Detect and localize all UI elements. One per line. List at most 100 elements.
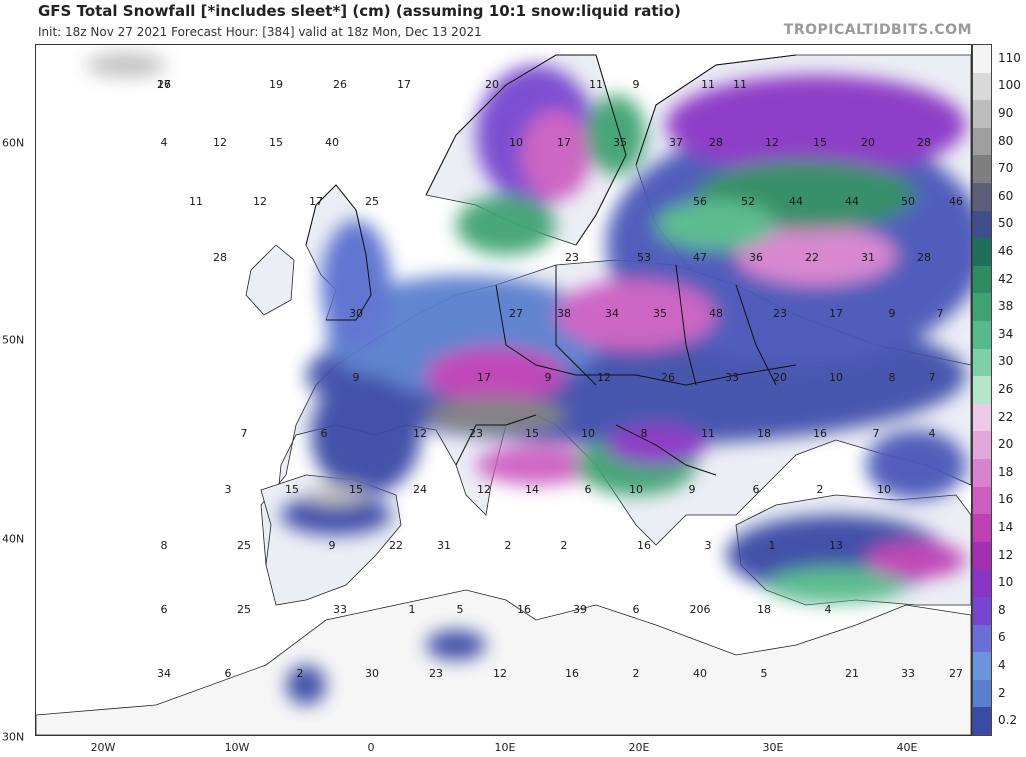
snowfall-value-label: 11 bbox=[733, 78, 747, 91]
brand-watermark: TROPICALTIDBITS.COM bbox=[783, 22, 972, 38]
colorbar-swatch bbox=[973, 348, 991, 377]
snowfall-value-label: 19 bbox=[269, 78, 283, 91]
snowfall-value-label: 15 bbox=[525, 427, 539, 440]
snowfall-value-label: 33 bbox=[901, 667, 915, 680]
snowfall-value-label: 47 bbox=[693, 251, 707, 264]
snowfall-value-label: 16 bbox=[813, 427, 827, 440]
x-tick: 20E bbox=[628, 741, 650, 754]
y-tick: 40N bbox=[2, 532, 25, 546]
colorbar-swatch bbox=[973, 183, 991, 212]
snowfall-shading bbox=[86, 53, 971, 705]
snowfall-value-label: 11 bbox=[701, 78, 715, 91]
snowfall-value-label: 33 bbox=[725, 371, 739, 384]
colorbar-label: 30 bbox=[998, 354, 1014, 369]
colorbar-swatch bbox=[973, 321, 991, 350]
snowfall-value-label: 9 bbox=[689, 483, 696, 496]
x-tick: 40E bbox=[896, 741, 918, 754]
snowfall-value-label: 12 bbox=[253, 195, 267, 208]
colorbar-label: 4 bbox=[998, 658, 1006, 672]
snowfall-value-label: 9 bbox=[545, 371, 552, 384]
snowfall-value-label: 3 bbox=[225, 483, 232, 496]
snowfall-value-label: 28 bbox=[917, 251, 931, 264]
snowfall-value-label: 33 bbox=[333, 603, 347, 616]
colorbar-label: 60 bbox=[998, 188, 1014, 203]
colorbar-swatch bbox=[973, 541, 991, 570]
snowfall-value-label: 9 bbox=[633, 78, 640, 91]
snowfall-value-label: 35 bbox=[653, 307, 667, 320]
x-tick: 10E bbox=[494, 741, 516, 754]
snowfall-value-label: 5 bbox=[457, 603, 464, 616]
snowfall-value-label: 206 bbox=[690, 603, 711, 616]
snowfall-value-label: 16 bbox=[637, 539, 651, 552]
snowfall-value-label: 23 bbox=[565, 251, 579, 264]
colorbar-label: 90 bbox=[998, 106, 1014, 120]
snowfall-value-label: 14 bbox=[525, 483, 539, 496]
snowfall-value-label: 30 bbox=[349, 307, 363, 320]
colorbar-label: 20 bbox=[998, 437, 1014, 452]
colorbar-label: 14 bbox=[998, 520, 1014, 534]
snowfall-value-label: 2 bbox=[817, 483, 824, 496]
snowfall-value-label: 25 bbox=[365, 195, 379, 208]
x-tick: 30E bbox=[762, 741, 784, 754]
colorbar-label: 34 bbox=[998, 326, 1014, 341]
colorbar-swatch bbox=[973, 431, 991, 460]
snowfall-value-label: 17 bbox=[157, 78, 171, 91]
snowfall-value-label: 11 bbox=[701, 427, 715, 440]
snowfall-value-label: 44 bbox=[845, 195, 859, 208]
snowfall-value-label: 12 bbox=[765, 136, 779, 149]
colorbar-label: 12 bbox=[998, 547, 1014, 562]
snowfall-value-label: 25 bbox=[237, 539, 251, 552]
snowfall-value-label: 18 bbox=[757, 603, 771, 616]
snowfall-value-label: 40 bbox=[693, 667, 707, 680]
y-tick: 60N bbox=[2, 136, 25, 150]
snowfall-value-label: 2 bbox=[505, 539, 512, 552]
snowfall-value-label: 34 bbox=[157, 667, 171, 680]
snowfall-value-label: 40 bbox=[325, 136, 339, 149]
snowfall-value-label: 2 bbox=[297, 667, 304, 680]
colorbar-label: 2 bbox=[998, 685, 1006, 700]
colorbar-swatch bbox=[973, 486, 991, 515]
snowfall-value-label: 3 bbox=[705, 539, 712, 552]
colorbar-swatch bbox=[973, 127, 991, 156]
snowfall-value-label: 12 bbox=[213, 136, 227, 149]
snowfall-value-label: 12 bbox=[477, 483, 491, 496]
snowfall-value-label: 27 bbox=[949, 667, 963, 680]
colorbar-label: 16 bbox=[998, 492, 1014, 507]
snowfall-value-label: 20 bbox=[773, 371, 787, 384]
snowfall-value-label: 16 bbox=[565, 667, 579, 680]
colorbar-swatch bbox=[973, 624, 991, 653]
colorbar-label: 100 bbox=[998, 78, 1021, 93]
snowfall-value-label: 6 bbox=[633, 603, 640, 616]
snowfall-value-label: 31 bbox=[437, 539, 451, 552]
value-labels: 17 19 26 17 20 11 9 11 114 12 15 40 10 17 35 37 28 12 15 20… bbox=[157, 78, 963, 680]
snowfall-value-label: 7 bbox=[937, 307, 944, 320]
snowfall-value-label: 53 bbox=[637, 251, 651, 264]
snowfall-value-label: 6 bbox=[161, 603, 168, 616]
snowfall-value-label: 4 bbox=[161, 136, 168, 149]
snowfall-value-label: 28 bbox=[709, 136, 723, 149]
snowfall-value-label: 20 bbox=[861, 136, 875, 149]
snowfall-value-label: 4 bbox=[929, 427, 936, 440]
snowfall-value-label: 25 bbox=[237, 603, 251, 616]
snowfall-value-label: 4 bbox=[825, 603, 832, 616]
snowfall-value-label: 8 bbox=[641, 427, 648, 440]
snowfall-value-label: 37 bbox=[669, 136, 683, 149]
snowfall-value-label: 44 bbox=[789, 195, 803, 208]
colorbar-swatch bbox=[973, 72, 991, 101]
snowfall-value-label: 10 bbox=[877, 483, 891, 496]
snowfall-value-label: 6 bbox=[225, 667, 232, 680]
borders bbox=[305, 54, 797, 476]
snowfall-value-label: 16 bbox=[517, 603, 531, 616]
snowfall-value-label: 10 bbox=[829, 371, 843, 384]
snowfall-value-label: 9 bbox=[889, 307, 896, 320]
colorbar-swatch bbox=[973, 652, 991, 681]
colorbar-label: 46 bbox=[998, 244, 1014, 258]
colorbar-swatch bbox=[973, 376, 991, 405]
colorbar-swatch bbox=[973, 238, 991, 267]
snowfall-value-label: 35 bbox=[613, 136, 627, 149]
snowfall-value-label: 5 bbox=[761, 667, 768, 680]
snowfall-value-label: 39 bbox=[573, 603, 587, 616]
map-title: GFS Total Snowfall [*includes sleet*] (c… bbox=[38, 2, 681, 20]
colorbar-swatch bbox=[973, 265, 991, 294]
colorbar-label: 18 bbox=[998, 464, 1014, 479]
